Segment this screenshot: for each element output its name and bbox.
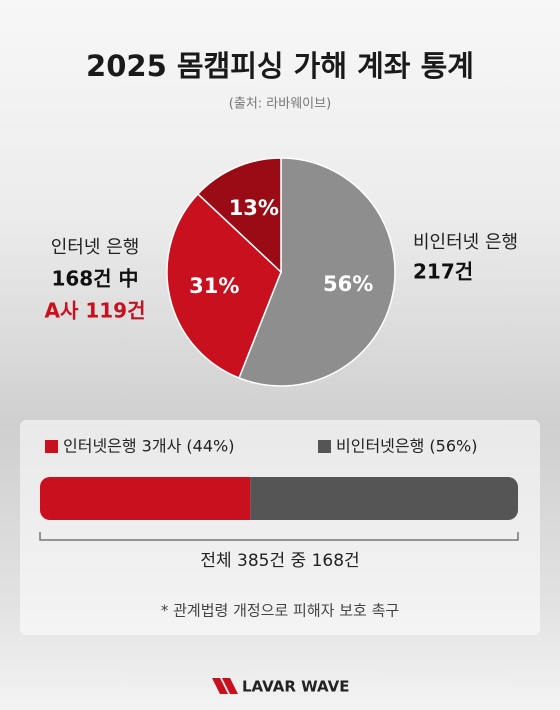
legend-swatch [45,440,58,453]
value-label: 31% [189,274,239,298]
bracket [39,532,519,541]
legend-label: 비인터넷은행 (56%) [336,437,477,456]
annotation: A사 119건 [45,299,146,323]
annotation: 168건 中 [51,267,138,291]
bar-segment [40,477,251,520]
pie-slice [238,157,396,387]
annotation: 비인터넷 은행 [413,232,518,253]
bar-segment [250,477,518,520]
bar-group [40,477,518,520]
panel [20,420,540,635]
annotation: 217건 [413,260,473,284]
annotation: 전체 385건 중 168건 [200,551,359,571]
title: 2025 몸캠피싱 가해 계좌 통계 [86,49,474,83]
annotation: 인터넷 은행 [51,237,140,258]
value-label: 13% [229,196,279,220]
legend-swatch [318,440,331,453]
logo: LAVAR WAVE [242,678,349,696]
legend-label: 인터넷은행 3개사 (44%) [63,437,234,456]
source: (출처: 라바웨이브) [229,97,331,112]
pie-slice [196,157,282,274]
logo-icon [212,678,238,694]
footnote: * 관계법령 개정으로 피해자 보호 촉구 [161,602,399,620]
value-label: 56% [323,272,373,296]
pie-slice [166,192,282,379]
